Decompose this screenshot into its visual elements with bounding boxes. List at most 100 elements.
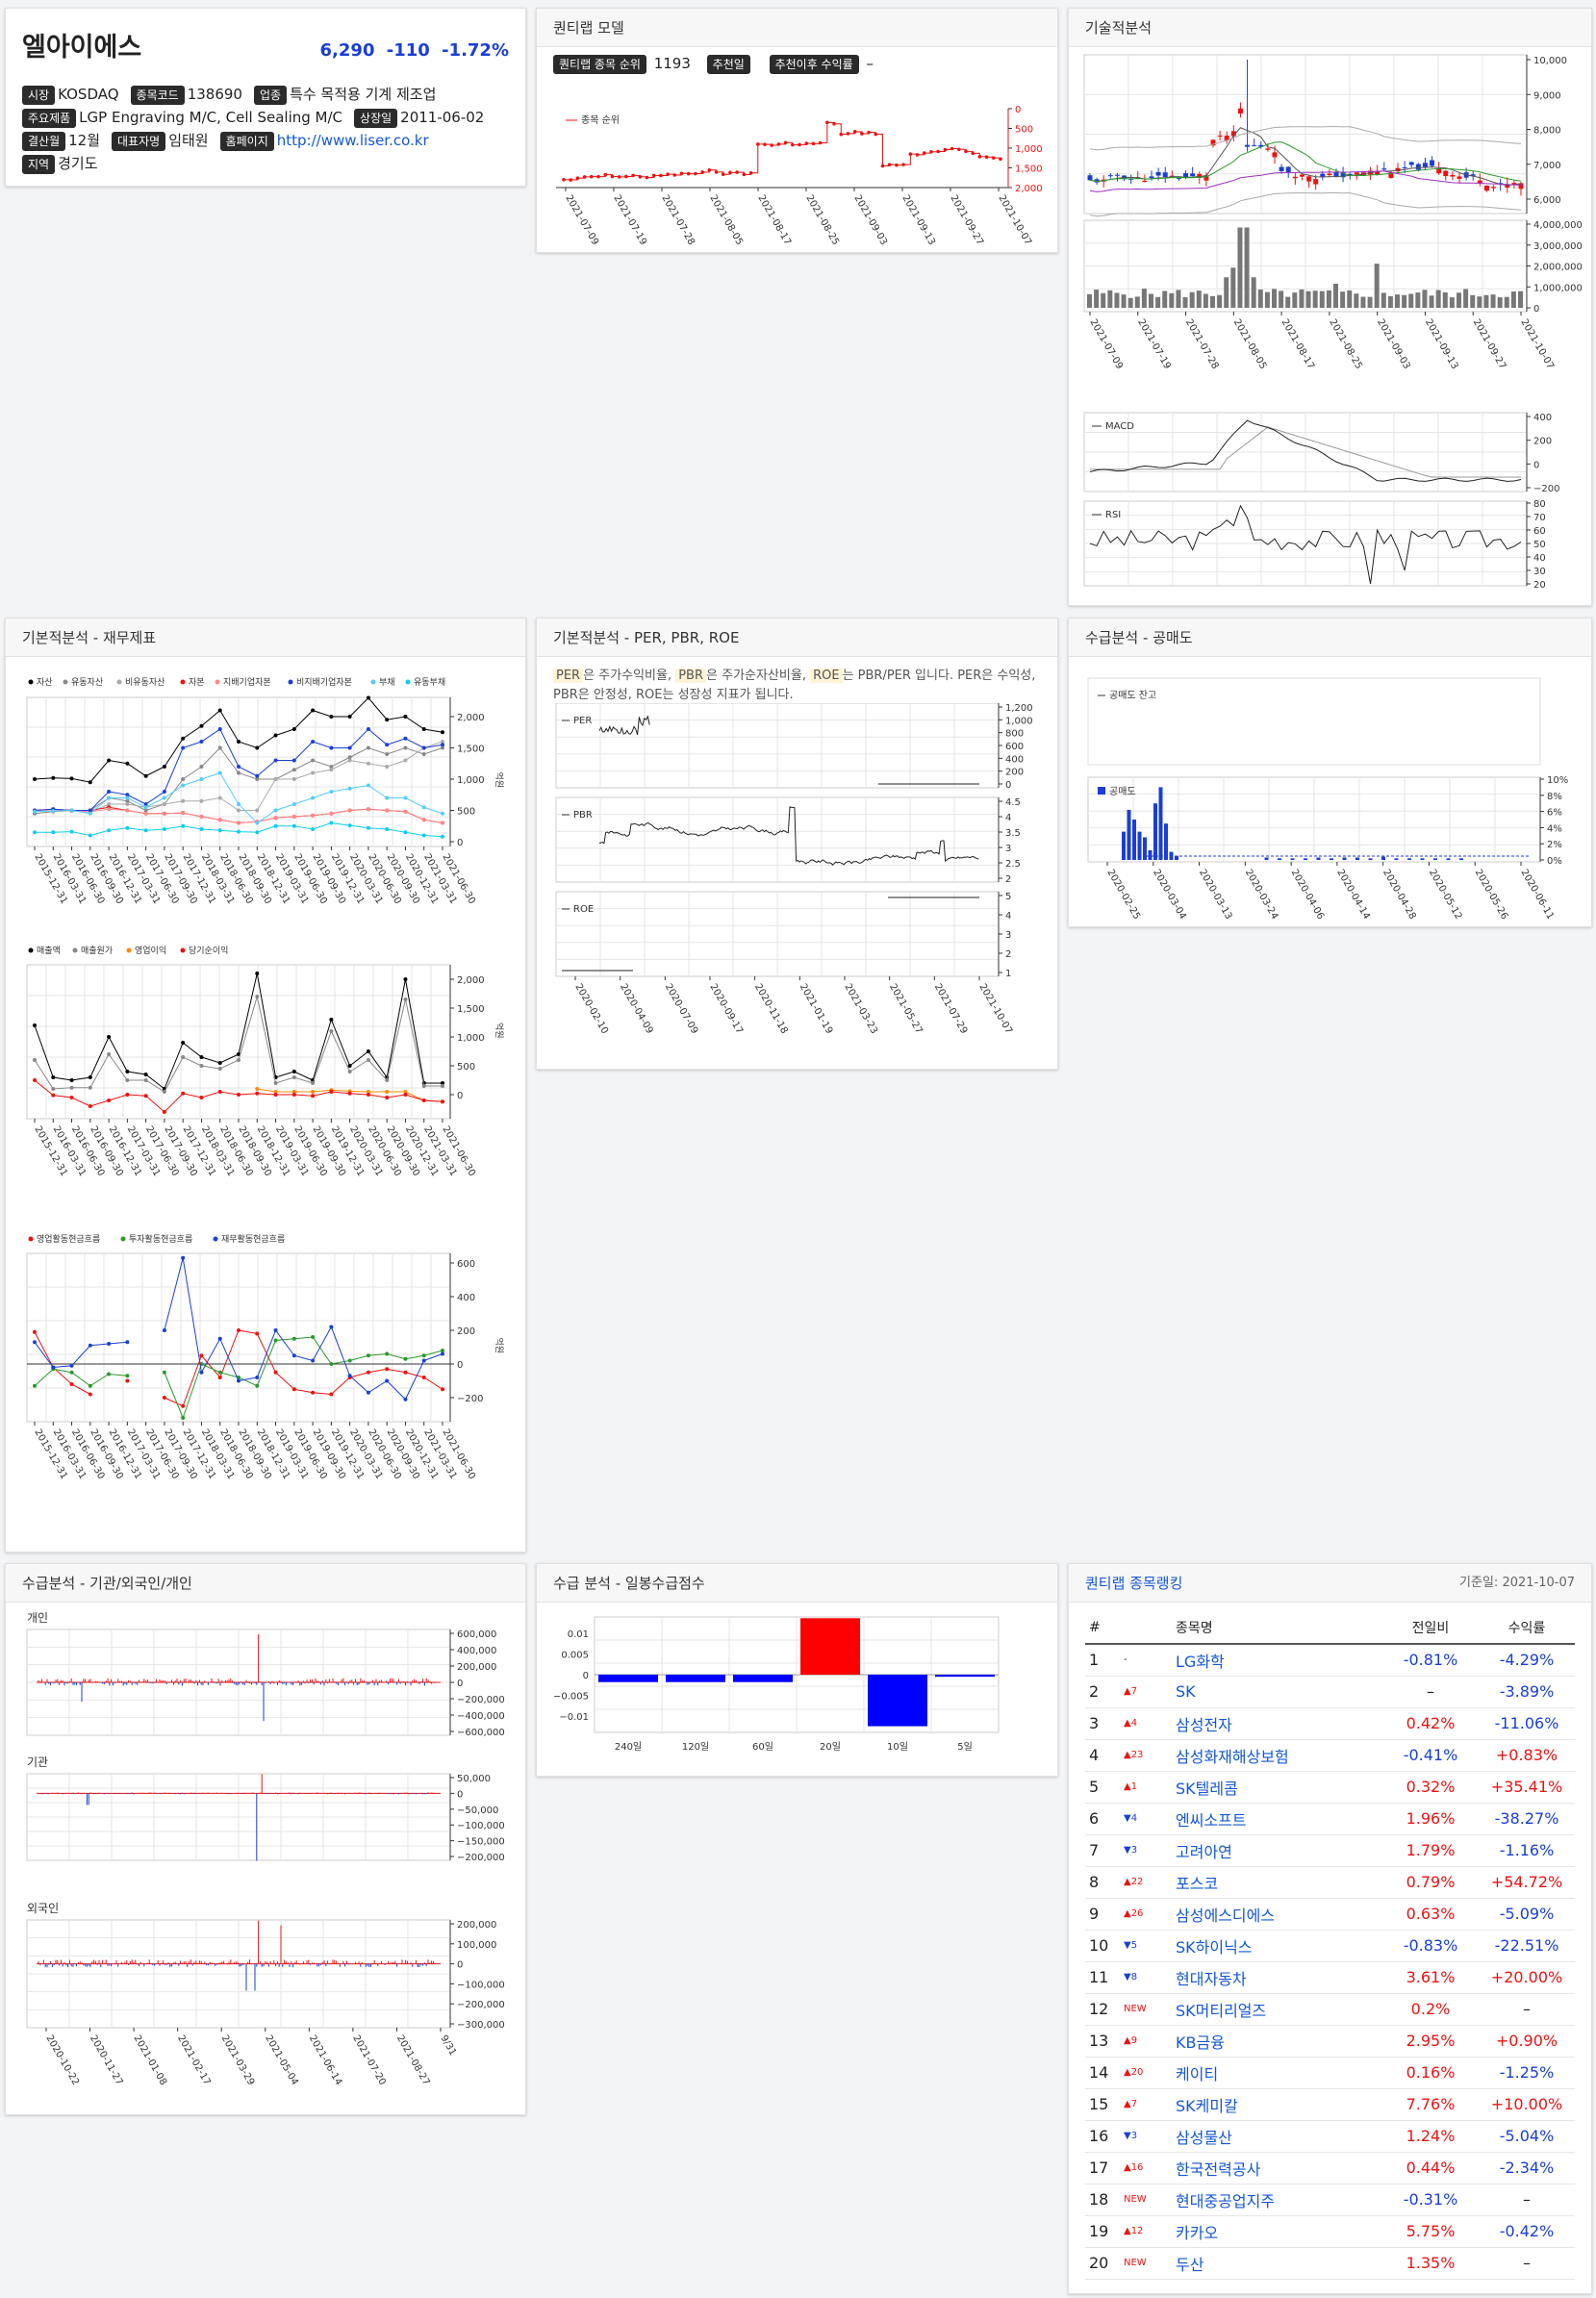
income-point bbox=[403, 1093, 408, 1097]
rank-move: ▼3 bbox=[1120, 2120, 1172, 2153]
short-bar bbox=[1394, 858, 1399, 860]
stock-name-link[interactable]: 카카오 bbox=[1172, 2215, 1382, 2248]
y-tick-label: −200,000 bbox=[457, 1853, 505, 1863]
y-tick-label: 3.5 bbox=[1005, 828, 1021, 839]
table-row[interactable]: 12 NEW SK머티리얼즈 0.2% – bbox=[1085, 1993, 1575, 2026]
stock-name-link[interactable]: 현대자동차 bbox=[1172, 1961, 1382, 1994]
volume-bar bbox=[1230, 267, 1236, 308]
candle-body bbox=[1087, 175, 1093, 181]
financial-point bbox=[107, 758, 112, 763]
stock-name-link[interactable]: LG화학 bbox=[1172, 1644, 1382, 1677]
income-point bbox=[366, 1093, 370, 1097]
legend-label: 매출원가 bbox=[81, 946, 113, 956]
income-point bbox=[273, 1081, 278, 1085]
stock-name-link[interactable]: KB금융 bbox=[1172, 2025, 1382, 2058]
rank-move: ▼8 bbox=[1120, 1961, 1172, 1994]
volume-bar bbox=[1107, 290, 1113, 308]
stock-name-link[interactable]: 삼성에스디에스 bbox=[1172, 1898, 1382, 1931]
income-point bbox=[51, 1087, 56, 1091]
candle-body bbox=[1217, 135, 1223, 137]
y-tick-label: 7,000 bbox=[1533, 161, 1561, 171]
stock-name-link[interactable]: 포스코 bbox=[1172, 1866, 1382, 1899]
return-value: -38.27% bbox=[1479, 1803, 1575, 1835]
volume-bar bbox=[1518, 290, 1523, 308]
y-tick-label: 0% bbox=[1547, 856, 1562, 867]
stock-name-link[interactable]: 삼성전자 bbox=[1172, 1707, 1382, 1740]
table-row[interactable]: 8 ▲22 포스코 0.79% +54.72% bbox=[1085, 1866, 1575, 1899]
stock-name-link[interactable]: SK텔레콤 bbox=[1172, 1771, 1382, 1804]
rank-point bbox=[728, 170, 732, 175]
stock-name-link[interactable]: 고려아연 bbox=[1172, 1834, 1382, 1867]
unit-label: 억원 bbox=[494, 772, 505, 789]
stock-name-link[interactable]: 두산 bbox=[1172, 2247, 1382, 2280]
financial-charts: 자산 유동자산 비유동자산 자본 지배기업자본 비지배기업자본 부채 유동부채 2,000 1,5… bbox=[26, 677, 505, 1481]
stock-name-link[interactable]: SK bbox=[1172, 1676, 1382, 1708]
candle-body bbox=[1210, 139, 1216, 146]
company-name: 엘아이에스 bbox=[22, 33, 142, 63]
income-point bbox=[107, 1035, 112, 1039]
stock-name-link[interactable]: 삼성화재해상보험 bbox=[1172, 1739, 1382, 1772]
table-row[interactable]: 6 ▼4 엔씨소프트 1.96% -38.27% bbox=[1085, 1803, 1575, 1835]
table-row[interactable]: 9 ▲26 삼성에스디에스 0.63% -5.09% bbox=[1085, 1898, 1575, 1931]
financial-point bbox=[403, 830, 408, 835]
table-row[interactable]: 1- LG화학 -0.81% -4.29% bbox=[1085, 1644, 1575, 1677]
y-tick-label: 2 bbox=[1005, 874, 1011, 885]
stock-name-link[interactable]: 현대중공업지주 bbox=[1172, 2184, 1382, 2216]
stock-name-link[interactable]: 삼성물산 bbox=[1172, 2120, 1382, 2153]
stock-name-link[interactable]: 엔씨소프트 bbox=[1172, 1803, 1382, 1835]
return-value: -5.04% bbox=[1479, 2120, 1575, 2153]
table-row[interactable]: 13 ▲9 KB금융 2.95% +0.90% bbox=[1085, 2025, 1575, 2058]
table-row[interactable]: 17 ▲16 한국전력공사 0.44% -2.34% bbox=[1085, 2152, 1575, 2184]
financial-point bbox=[441, 834, 444, 839]
x-tick-label: 2021-09-27 bbox=[1471, 317, 1508, 371]
balance-label: 공매도 잔고 bbox=[1109, 690, 1156, 701]
table-row[interactable]: 11 ▼8 현대자동차 3.61% +20.00% bbox=[1085, 1961, 1575, 1994]
table-row[interactable]: 15 ▲7 SK케미칼 7.76% +10.00% bbox=[1085, 2088, 1575, 2121]
field-value: 임태원 bbox=[168, 132, 209, 149]
stock-name-link[interactable]: SK머티리얼즈 bbox=[1172, 1993, 1382, 2026]
financial-point bbox=[237, 740, 241, 744]
table-row[interactable]: 14 ▲20 케이티 0.16% -1.25% bbox=[1085, 2057, 1575, 2089]
stock-name-link[interactable]: SK케미칼 bbox=[1172, 2088, 1382, 2121]
table-row[interactable]: 5 ▲1 SK텔레콤 0.32% +35.41% bbox=[1085, 1771, 1575, 1804]
table-row[interactable]: 10 ▼5 SK하이닉스 -0.83% -22.51% bbox=[1085, 1930, 1575, 1962]
candle-body bbox=[1457, 176, 1462, 179]
y-tick-label: 0.005 bbox=[561, 1651, 589, 1661]
table-row[interactable]: 3 ▲4 삼성전자 0.42% -11.06% bbox=[1085, 1707, 1575, 1740]
rank-number: 1 bbox=[1085, 1644, 1120, 1677]
table-row[interactable]: 19 ▲12 카카오 5.75% -0.42% bbox=[1085, 2215, 1575, 2248]
income-point bbox=[107, 1052, 112, 1056]
financial-point bbox=[51, 775, 56, 780]
table-row[interactable]: 2 ▲7 SK – -3.89% bbox=[1085, 1676, 1575, 1708]
table-row[interactable]: 16 ▼3 삼성물산 1.24% -5.04% bbox=[1085, 2120, 1575, 2153]
field-label: 결산월 bbox=[22, 132, 66, 151]
financial-point bbox=[403, 736, 408, 741]
income-point bbox=[217, 1090, 222, 1094]
y-tick-label: 2% bbox=[1547, 840, 1562, 850]
stock-name-link[interactable]: 케이티 bbox=[1172, 2057, 1382, 2089]
stock-name-link[interactable]: 한국전력공사 bbox=[1172, 2152, 1382, 2184]
financial-point bbox=[273, 808, 278, 813]
x-tick-label: 2020-07-09 bbox=[663, 982, 700, 1036]
financial-point bbox=[255, 777, 260, 781]
table-row[interactable]: 7 ▼3 고려아연 1.79% -1.16% bbox=[1085, 1834, 1575, 1867]
stock-name-link[interactable]: SK하이닉스 bbox=[1172, 1930, 1382, 1962]
return-value: -2.34% bbox=[1479, 2152, 1575, 2184]
candle-body bbox=[1265, 148, 1271, 150]
legend-swatch bbox=[1098, 787, 1105, 795]
table-row[interactable]: 18 NEW 현대중공업지주 -0.31% – bbox=[1085, 2184, 1575, 2216]
score-bar bbox=[935, 1675, 995, 1678]
homepage-link[interactable]: http://www.liser.co.kr bbox=[276, 132, 429, 149]
return-value: +54.72% bbox=[1479, 1866, 1575, 1899]
ranking-title[interactable]: 퀀티랩 종목랭킹 bbox=[1085, 1575, 1183, 1592]
return-value: +20.00% bbox=[1479, 1961, 1575, 1994]
score-bar bbox=[666, 1675, 725, 1682]
table-row[interactable]: 20 NEW 두산 1.35% – bbox=[1085, 2247, 1575, 2280]
x-tick-label: 2021-08-05 bbox=[1231, 317, 1269, 371]
cashflow-line bbox=[34, 1341, 128, 1369]
moving-average-line bbox=[1089, 192, 1522, 217]
income-point bbox=[199, 1096, 204, 1099]
x-tick-label: 2021-07-28 bbox=[659, 193, 697, 247]
field-value: 특수 목적용 기계 제조업 bbox=[290, 86, 437, 103]
table-row[interactable]: 4 ▲23 삼성화재해상보험 -0.41% +0.83% bbox=[1085, 1739, 1575, 1772]
